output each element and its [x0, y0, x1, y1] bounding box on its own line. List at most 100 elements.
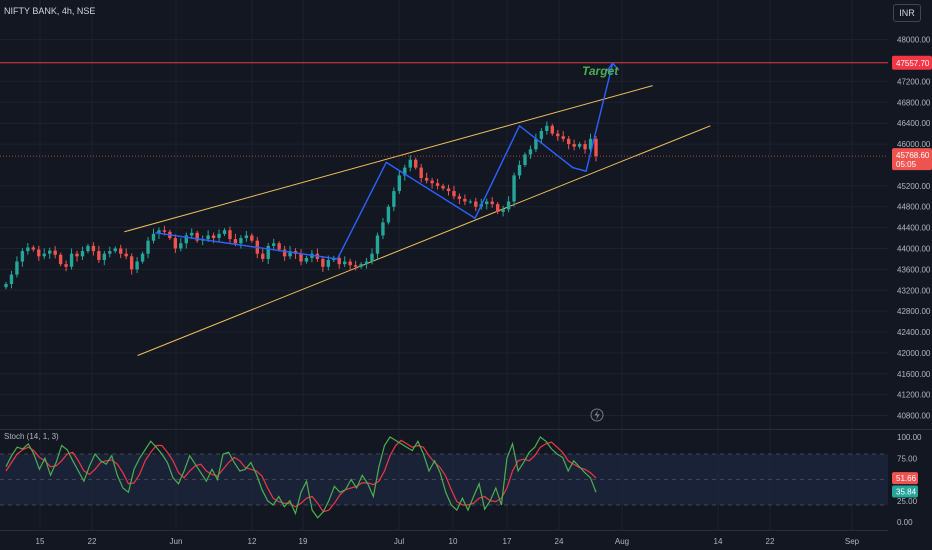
candle-body: [463, 198, 467, 202]
candle-body: [75, 253, 79, 257]
candle-body: [288, 251, 292, 257]
candle-body: [4, 283, 8, 288]
candle-body: [146, 240, 150, 254]
candle-body: [15, 261, 19, 275]
candle-body: [353, 265, 358, 267]
stoch-tick: 0.00: [897, 518, 913, 527]
candle-body: [9, 274, 14, 284]
price-tick: 41600.00: [897, 370, 931, 379]
candle-body: [392, 191, 396, 207]
candle-body: [419, 167, 423, 179]
price-tick: 46000.00: [897, 140, 931, 149]
candle-body: [266, 245, 270, 259]
time-axis[interactable]: 15 22 Jun 12 19 Jul 10 17 24 Aug 14 22 Sep: [36, 537, 860, 546]
candle-body: [534, 138, 538, 150]
current-price-tag: [892, 148, 932, 171]
time-tick: Sep: [845, 537, 860, 546]
candle-body: [370, 253, 374, 262]
candle-body: [69, 253, 74, 267]
candle-body: [375, 235, 380, 254]
candle-body: [239, 238, 243, 244]
currency-button[interactable]: INR: [893, 4, 921, 22]
candle-body: [140, 253, 145, 262]
candle-body: [501, 209, 505, 212]
candle-body: [381, 222, 385, 236]
time-tick: Jul: [394, 537, 404, 546]
candle-body: [457, 196, 462, 199]
candle-body: [271, 243, 276, 246]
candle-body: [26, 247, 30, 252]
candle-body: [561, 136, 565, 139]
candle-body: [321, 258, 325, 267]
zigzag-pattern: [155, 62, 620, 260]
candle-body: [222, 230, 227, 234]
candle-body: [190, 232, 194, 236]
price-tick: 40800.00: [897, 412, 931, 421]
candle-body: [490, 201, 494, 205]
candle-body: [506, 201, 511, 210]
price-tick: 43600.00: [897, 265, 931, 274]
candle-body: [414, 159, 418, 168]
candle-body: [86, 245, 90, 252]
candle-body: [326, 259, 331, 267]
lightning-icon[interactable]: [590, 408, 604, 422]
candle-body: [64, 264, 68, 267]
candle-body: [583, 144, 587, 150]
candle-body: [539, 131, 544, 139]
candle-body: [556, 133, 560, 137]
time-tick: Jun: [170, 537, 183, 546]
candle-body: [53, 250, 57, 255]
time-tick: 19: [299, 537, 308, 546]
price-tick: 44400.00: [897, 224, 931, 233]
candle-body: [42, 253, 46, 257]
price-tick: 42800.00: [897, 307, 931, 316]
candle-body: [97, 251, 101, 260]
candle-body: [446, 188, 451, 192]
candle-body: [474, 201, 478, 207]
candle-body: [435, 183, 440, 186]
candle-body: [233, 239, 238, 244]
candle-body: [364, 261, 369, 265]
target-annotation: Target: [582, 64, 619, 78]
stoch-d-tag: [892, 485, 918, 498]
price-tick: 48000.00: [897, 36, 931, 45]
candle-body: [282, 249, 287, 257]
candle-body: [195, 232, 199, 241]
candle-body: [20, 251, 25, 262]
candle-body: [129, 256, 134, 270]
stoch-d-line: [5, 439, 597, 513]
candle-body: [348, 261, 352, 266]
candle-body: [211, 235, 216, 239]
price-tick: 42000.00: [897, 349, 931, 358]
price-tick: 47200.00: [897, 77, 931, 86]
candle-body: [397, 175, 402, 192]
time-tick: 17: [503, 537, 512, 546]
candle-body: [523, 154, 527, 165]
candle-body: [108, 251, 112, 254]
time-tick: 15: [36, 537, 45, 546]
candle-body: [261, 253, 265, 259]
price-axis[interactable]: 48000.00 47200.00 46800.00 46400.00 46000.00…: [897, 36, 931, 421]
candle-body: [468, 201, 473, 203]
chart-title: NIFTY BANK, 4h, NSE: [4, 6, 95, 16]
current-price-label: 45768.60: [896, 151, 930, 160]
price-tick: 41200.00: [897, 391, 931, 400]
candle-body: [217, 233, 221, 239]
candle-body: [206, 235, 210, 240]
candle-body: [113, 248, 117, 252]
stoch-tick: 25.00: [897, 497, 918, 506]
candle-body: [80, 251, 85, 257]
candle-body: [102, 253, 107, 260]
candle-body: [173, 238, 178, 249]
target-price-tag: [892, 55, 932, 70]
bar-countdown: 05:05: [896, 160, 917, 169]
price-tick: 43200.00: [897, 286, 931, 295]
price-tick: 45200.00: [897, 182, 931, 191]
candle-body: [566, 138, 571, 145]
candle-body: [594, 138, 598, 157]
candle-body: [528, 149, 533, 155]
candle-body: [359, 264, 363, 267]
stoch-tick: 100.00: [897, 433, 922, 442]
candle-body: [228, 230, 232, 240]
